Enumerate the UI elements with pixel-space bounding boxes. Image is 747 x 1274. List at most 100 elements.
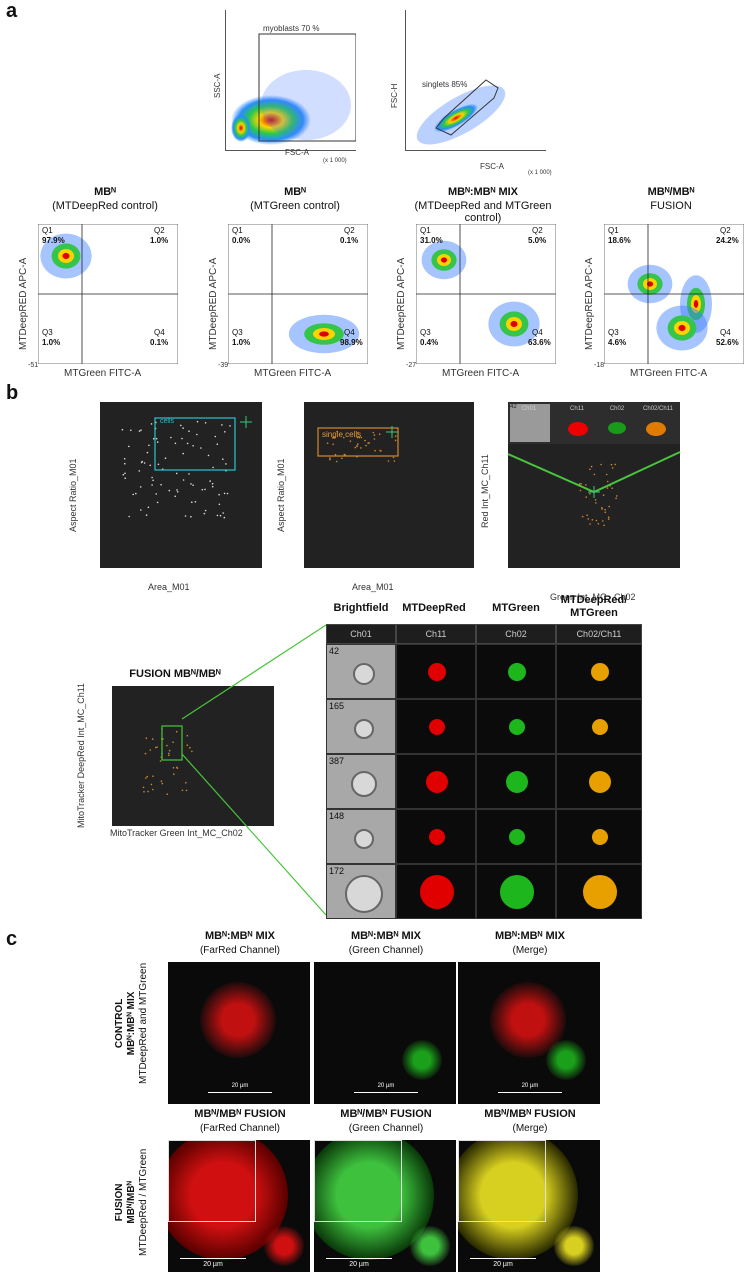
fsc-h-plot: singlets 85% FSC-A FSC-H (x 1 000) — [390, 8, 560, 178]
gallery-cell — [326, 864, 396, 919]
side-label-3: MTDeepRed and MTGreen — [138, 962, 149, 1084]
cell-image — [506, 771, 528, 793]
inset-box — [314, 1140, 402, 1222]
plot-area: single cells — [304, 402, 474, 568]
quadrant-plot-subtitle: FUSION — [650, 200, 692, 212]
q4-value: 98.9% — [340, 338, 363, 347]
thumbnail-strip: 42 Ch01 Ch11 Ch02 Ch02/Ch11 — [508, 402, 680, 444]
q3-label: Q3 — [420, 328, 431, 337]
x-axis-label: MTGreen FITC-A — [254, 368, 332, 379]
x-axis-label: Area_M01 — [148, 582, 190, 592]
gallery-cell — [326, 754, 396, 809]
side-label-2: MBᴺ:MBᴺ MIX — [126, 991, 137, 1056]
x-axis-label: Area_M01 — [352, 582, 394, 592]
quadrant-plot-title: MBᴺ — [94, 186, 116, 198]
thumb-hdr-0: Ch01 — [521, 406, 537, 412]
q3-value: 1.0% — [42, 338, 61, 347]
cell-image — [420, 875, 454, 909]
cell-image — [589, 771, 611, 793]
plot-area: cells — [100, 402, 262, 568]
cell-image — [345, 875, 383, 913]
image-gallery: Brightfield MTDeepRed MTGreen MTDeepRed/… — [326, 594, 742, 919]
cells-gate-plot: cells Area_M01 Aspect Ratio_M01 — [62, 402, 267, 602]
panel-label-a: a — [6, 0, 18, 22]
gate-label: singlets 85% — [422, 80, 468, 89]
cell-image — [591, 663, 609, 681]
control-micrograph: 20 µm — [458, 962, 600, 1104]
quadrant-plot-subtitle: (MTDeepRed control) — [52, 200, 158, 212]
y-axis-label: Aspect Ratio_M01 — [276, 458, 286, 532]
control-title: MBᴺ:MBᴺ MIX — [350, 930, 422, 942]
x-min-tick: -51 — [28, 362, 39, 369]
gate-label: cells — [160, 418, 175, 425]
gallery-header-2: Ch02 — [476, 624, 556, 644]
gallery-cell — [326, 644, 396, 699]
q1-label: Q1 — [420, 226, 431, 235]
col-title-deepred: MTDeepRed — [402, 602, 466, 614]
scale-bar — [180, 1258, 246, 1259]
scale-label: 20 µm — [377, 1083, 395, 1089]
cell-image — [509, 829, 525, 845]
gallery-cell — [556, 809, 642, 864]
cell-image — [354, 719, 374, 739]
gallery-cell — [396, 699, 476, 754]
gallery-cell — [396, 644, 476, 699]
q4-value: 63.6% — [528, 338, 551, 347]
scale-bar — [498, 1092, 562, 1093]
cell-image — [509, 719, 525, 735]
x-axis-label: MitoTracker Green Int_MC_Ch02 — [110, 828, 243, 838]
q2-value: 1.0% — [150, 236, 169, 245]
plot-area: 42 Ch01 Ch11 Ch02 Ch02/Ch11 — [507, 402, 681, 568]
cell-image — [592, 719, 608, 735]
fusion-micrograph: 20 µm — [458, 1140, 600, 1272]
gallery-cell — [476, 809, 556, 864]
scale-label: 20 µm — [349, 1261, 369, 1268]
gate-polygon — [435, 79, 499, 136]
quadrant-plot: MBᴺ (MTDeepRed control) Q1 97.9% Q2 1.0%… — [10, 180, 180, 380]
cell-image — [583, 875, 617, 909]
gallery-grid: Ch01 Ch11 Ch02 Ch02/Ch11 42 165 387 — [326, 624, 642, 919]
side-label-1: FUSION — [114, 1183, 125, 1222]
row-id: 42 — [329, 646, 340, 656]
scatter-density — [416, 79, 506, 145]
gallery-cell — [396, 754, 476, 809]
gallery-header-3: Ch02/Ch11 — [556, 624, 642, 644]
control-title: MBᴺ:MBᴺ MIX — [204, 930, 276, 942]
q3-value: 0.4% — [420, 338, 439, 347]
q2-label: Q2 — [344, 226, 355, 235]
thumbnail-id: 42 — [510, 404, 517, 410]
gallery-cell — [556, 644, 642, 699]
gate-label: myoblasts 70 % — [263, 24, 320, 33]
q2-value: 0.1% — [340, 236, 359, 245]
gate-label: single cells — [322, 430, 362, 439]
gallery-cell — [556, 699, 642, 754]
y-axis-label: MTDeepRED APC-A — [584, 257, 595, 350]
fusion-title: MBᴺ/MBᴺ FUSION — [194, 1108, 286, 1120]
x-axis-label: FSC-A — [480, 162, 504, 171]
scale-bar — [208, 1092, 272, 1093]
y-axis-label: Red Int_MC_Ch11 — [480, 454, 490, 528]
y-axis-label: SSC-A — [213, 73, 222, 98]
cell-image — [426, 771, 448, 793]
thumbnail-brightfield — [510, 404, 550, 442]
gallery-cell — [556, 864, 642, 919]
q3-label: Q3 — [42, 328, 53, 337]
row-id: 148 — [329, 811, 345, 821]
x-axis-label: MTGreen FITC-A — [64, 368, 142, 379]
fusion-micrograph: 20 µm — [314, 1140, 456, 1272]
cell-blob — [402, 1040, 442, 1080]
q4-label: Q4 — [720, 328, 731, 337]
control-subtitle: (Green Channel) — [348, 945, 424, 956]
cell-blob — [200, 982, 276, 1058]
q1-label: Q1 — [42, 226, 53, 235]
q2-label: Q2 — [154, 226, 165, 235]
fusion-subtitle: (Green Channel) — [348, 1123, 424, 1134]
gallery-cell — [326, 699, 396, 754]
thumbnail-green — [608, 422, 626, 434]
scale-label: 20 µm — [493, 1261, 513, 1268]
control-micrograph: 20 µm — [314, 962, 456, 1104]
control-subtitle: (Merge) — [512, 945, 548, 956]
fusion-subtitle: (FarRed Channel) — [199, 1123, 281, 1134]
q1-value: 97.9% — [42, 236, 65, 245]
fusion-micrograph: 20 µm — [168, 1140, 310, 1272]
